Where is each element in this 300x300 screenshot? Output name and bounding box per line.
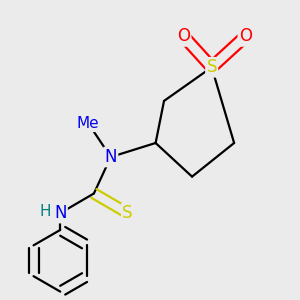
Text: O: O bbox=[239, 27, 252, 45]
Text: H: H bbox=[39, 204, 51, 219]
Text: Me: Me bbox=[77, 116, 100, 131]
Text: O: O bbox=[177, 27, 190, 45]
Text: S: S bbox=[206, 58, 217, 76]
Text: S: S bbox=[122, 204, 133, 222]
Text: N: N bbox=[54, 204, 67, 222]
Text: N: N bbox=[104, 148, 117, 166]
